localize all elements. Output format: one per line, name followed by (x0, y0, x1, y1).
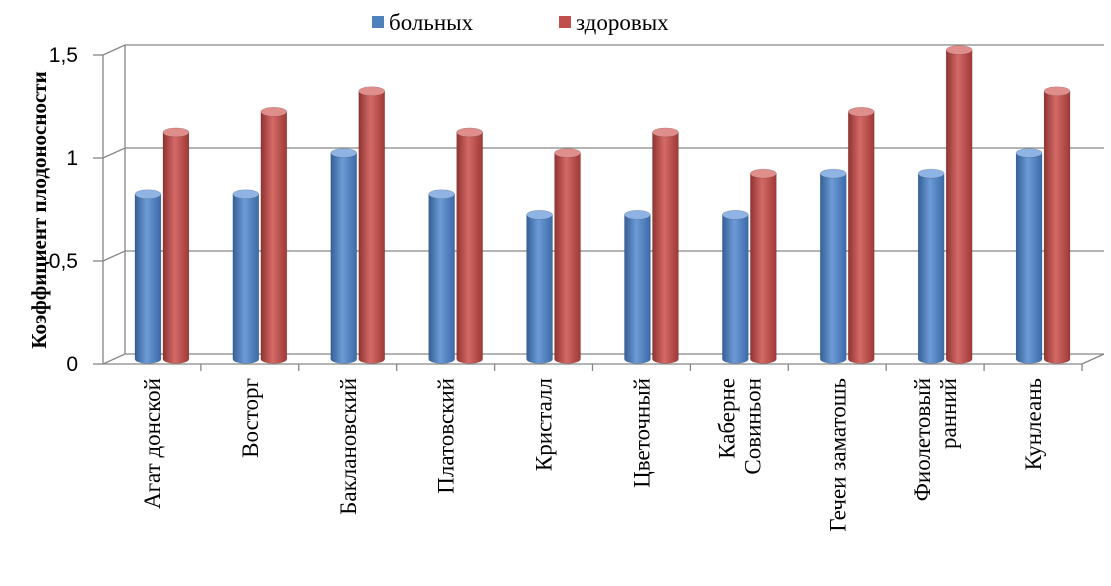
bar-здоровых (1043, 86, 1071, 364)
floor-edge (1081, 353, 1105, 365)
y-tick-label: 1 (66, 147, 78, 170)
axes (93, 45, 1105, 371)
legend-swatch (372, 16, 384, 28)
bar-здоровых (456, 127, 483, 364)
category-label: Фиолетовыйранний (910, 378, 961, 501)
bar-здоровых (847, 107, 875, 364)
bar-здоровых (260, 107, 288, 364)
legend-swatch (559, 16, 571, 28)
bar-здоровых (554, 148, 581, 364)
y-tick-label: 0 (66, 353, 78, 376)
legend-item-здоровых: здоровых (559, 10, 669, 35)
y-axis-label: Коэффициент плодоносности (27, 71, 51, 348)
category-label: Кунлеань (1021, 378, 1046, 470)
bar-здоровых (652, 127, 679, 364)
legend-item-больных: больных (372, 10, 474, 35)
category-label: Платовский (434, 378, 459, 494)
bar-больных (722, 210, 749, 364)
bar-больных (330, 148, 358, 364)
legend: больных здоровых (372, 10, 669, 35)
bar-здоровых (358, 86, 386, 364)
bar-здоровых (945, 45, 973, 364)
y-tick-label: 0,5 (49, 250, 78, 273)
bar-больных (1015, 148, 1043, 364)
bar-больных (526, 210, 553, 364)
bar-здоровых (162, 127, 190, 364)
bar-больных (134, 189, 162, 364)
bars (134, 45, 1071, 364)
category-labels: Агат донской Восторг Баклановский Платовски… (140, 378, 1046, 532)
y-tick-label: 1,5 (49, 44, 78, 67)
category-label: Гечеи заматошь (825, 378, 850, 532)
legend-label: здоровых (576, 10, 669, 35)
bar-здоровых (750, 168, 777, 364)
category-label: Агат донской (140, 378, 165, 509)
bar-больных (917, 168, 945, 364)
bar-больных (624, 210, 651, 364)
y-tick-labels: 0 0,5 1 1,5 (49, 44, 78, 376)
category-label: Баклановский (336, 378, 361, 515)
category-label: КабернеСовиньон (714, 378, 765, 475)
category-label: Цветочный (629, 378, 654, 488)
bar-больных (819, 168, 847, 364)
bar-больных (428, 189, 455, 364)
bar-больных (232, 189, 260, 364)
category-label: Восторг (238, 378, 263, 458)
legend-label: больных (389, 10, 474, 35)
category-label: Кристалл (532, 378, 557, 471)
